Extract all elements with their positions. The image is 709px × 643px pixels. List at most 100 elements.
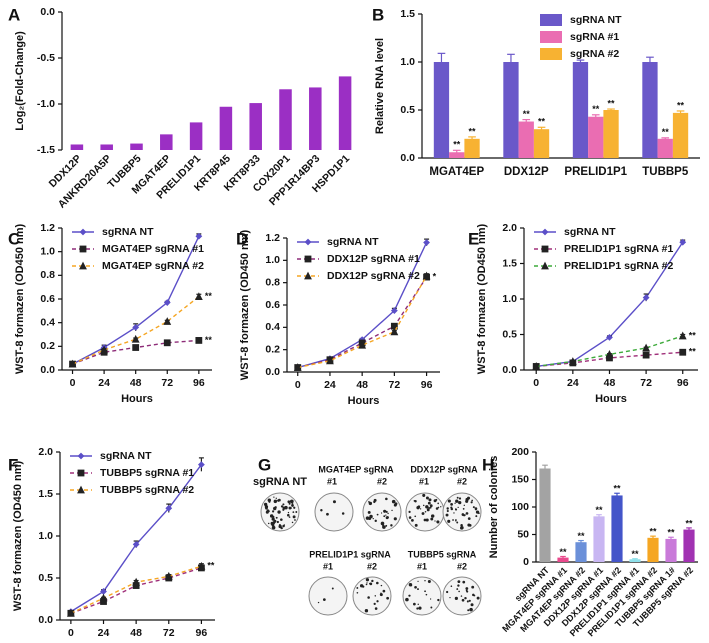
y-tick-label: 0.6 [40,293,55,305]
y-tick-label: 0.4 [40,316,55,328]
marker [390,327,399,336]
plate-group-title: TUBBP5 sgRNA [408,549,477,559]
colony [437,598,440,602]
bar [539,468,551,562]
bar [588,116,604,158]
colony [272,515,275,518]
colony [422,504,425,507]
colony [414,515,417,518]
x-tick-label: TUBBP5 [642,166,689,178]
marker [163,299,171,306]
colony [417,603,419,606]
colony [356,591,359,594]
significance: * [433,271,437,281]
bar [464,138,480,158]
colony [462,580,466,584]
bar [647,537,659,562]
colony [266,505,269,508]
x-tick-label: 0 [68,627,74,639]
x-tick-label: 0 [533,377,539,389]
colony [373,602,376,606]
colony [473,594,476,597]
colony [450,503,453,506]
marker [679,238,687,246]
marker [68,359,77,368]
y-tick-label: 0.2 [40,340,55,352]
bar [160,134,173,150]
marker [100,345,109,354]
marker [132,541,140,548]
marker [163,339,171,347]
colony [430,517,434,521]
plate [402,576,442,616]
significance: ** [592,104,600,114]
x-tick-label: 24 [98,627,110,639]
x-axis-title: Hours [595,393,627,405]
colony [362,585,365,588]
colony [271,525,276,530]
plate-label: #1 [417,561,427,571]
colony [380,512,383,514]
y-tick-label: 200 [511,446,529,458]
significance: ** [538,117,546,127]
significance: ** [453,140,461,150]
x-tick-label: 48 [130,627,142,639]
bar [130,143,143,150]
colony [429,504,433,508]
colony [425,518,429,522]
y-tick-label: 1.0 [40,245,55,257]
marker [390,322,398,330]
colony [447,499,451,503]
colony [380,521,385,526]
colony [276,520,279,524]
x-tick-label: DDX12P [504,166,549,178]
y-axis-title: Number of colonies [488,456,500,559]
colony [273,499,278,504]
marker [132,324,140,331]
colony [380,584,383,587]
colony [424,580,426,582]
colony [317,601,320,604]
y-tick-label: 0.4 [265,321,280,333]
legend-text: DDX12P sgRNA #1 [327,253,420,265]
panel-letter: D [236,229,248,248]
bar [572,62,589,158]
significance: ** [689,330,697,340]
colony [430,514,435,518]
colony [408,516,412,519]
colony [470,501,473,504]
colony [437,502,440,505]
plate-label: #2 [457,561,467,571]
colony [320,509,323,512]
panel-letter: C [8,229,20,248]
bar [657,138,673,158]
y-tick-label: 1.0 [38,530,53,542]
marker [326,356,334,365]
plate-group-title: sgRNA NT [253,476,307,488]
legend-marker [304,255,312,263]
x-tick-label: 96 [196,627,208,639]
colony [428,506,431,509]
plate-label: #2 [367,561,377,571]
bar [100,144,113,150]
marker [605,349,614,358]
y-tick-label: 0.0 [265,366,280,378]
colony [454,596,458,601]
colony [428,498,432,502]
panel-letter: F [8,455,18,474]
colony [287,513,290,517]
marker [195,232,203,240]
y-tick-label: 50 [517,528,529,540]
colony [287,500,291,504]
marker [132,344,140,351]
y-tick-label: -1.5 [37,144,55,156]
colony [385,524,388,527]
colony [369,514,373,519]
colony [467,517,471,521]
colony [471,585,475,589]
bar [219,106,233,150]
x-tick-label: MGAT4EP [429,166,484,178]
colony [390,524,393,527]
colony [476,596,480,600]
